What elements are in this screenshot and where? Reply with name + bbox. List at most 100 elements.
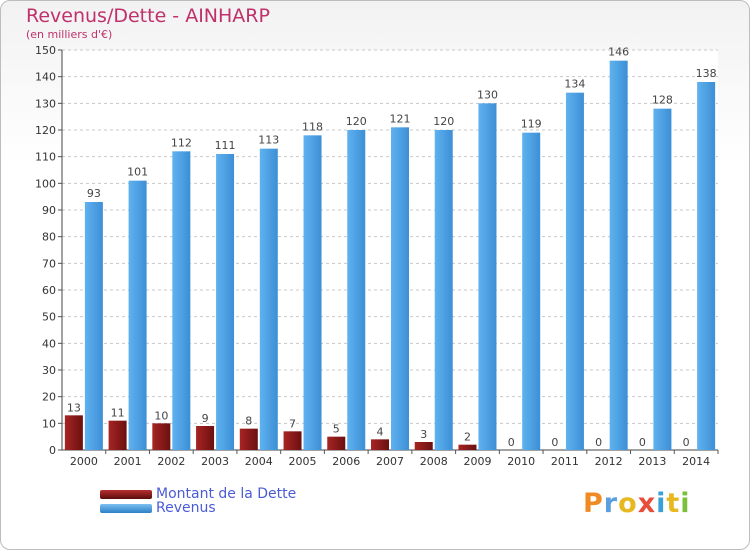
y-tick-label: 100 [35, 177, 56, 190]
data-label-debt: 11 [111, 407, 125, 420]
x-tick-label: 2009 [463, 455, 491, 468]
bar-revenue [478, 103, 497, 450]
bar-revenue [391, 127, 409, 450]
chart-subtitle: (en milliers d'€) [26, 28, 113, 41]
x-tick-label: 2003 [201, 455, 229, 468]
data-label-debt: 3 [420, 428, 427, 441]
legend-label-debt: Montant de la Dette [156, 486, 297, 502]
bar-revenue [347, 130, 366, 450]
x-tick-label: 2008 [420, 455, 448, 468]
bar-debt [196, 426, 215, 450]
data-label-revenue: 120 [433, 115, 454, 128]
bar-debt [458, 444, 477, 450]
bar-debt [152, 423, 171, 450]
data-label-debt: 0 [595, 436, 602, 449]
y-tick-label: 20 [42, 391, 56, 404]
data-label-debt: 10 [154, 409, 168, 422]
y-tick-label: 140 [35, 71, 56, 84]
bar-revenue [697, 82, 716, 450]
data-label-debt: 13 [67, 401, 81, 414]
y-tick-label: 0 [49, 444, 56, 457]
data-label-revenue: 138 [696, 67, 717, 80]
legend-item-revenue: Revenus [100, 500, 216, 516]
y-tick-label: 130 [35, 97, 56, 110]
logo-letter: i [680, 488, 691, 519]
x-tick-label: 2010 [507, 455, 535, 468]
bar-revenue [653, 108, 672, 451]
x-tick-label: 2002 [157, 455, 185, 468]
data-label-revenue: 134 [564, 78, 585, 91]
x-tick-label: 2011 [551, 455, 579, 468]
y-tick-label: 60 [42, 284, 56, 297]
data-label-revenue: 111 [215, 139, 236, 152]
data-label-debt: 4 [377, 425, 384, 438]
chart-title: Revenus/Dette - AINHARP [26, 5, 270, 27]
y-tick-label: 110 [35, 151, 56, 164]
data-label-debt: 8 [245, 415, 252, 428]
logo-letter: t [666, 488, 681, 519]
x-tick-label: 2000 [70, 455, 98, 468]
proxiti-logo: Proxiti [583, 488, 691, 519]
bar-debt [64, 415, 83, 450]
bar-revenue [84, 202, 103, 450]
bar-revenue [565, 92, 584, 451]
data-label-debt: 7 [289, 417, 296, 430]
data-label-revenue: 118 [302, 120, 323, 133]
y-tick-label: 50 [42, 311, 56, 324]
bar-revenue [609, 60, 628, 451]
data-label-debt: 2 [464, 431, 471, 444]
data-label-debt: 0 [639, 436, 646, 449]
y-tick-label: 30 [42, 364, 56, 377]
logo-letter: o [618, 488, 638, 519]
y-tick-label: 10 [42, 417, 56, 430]
data-label-revenue: 130 [477, 88, 498, 101]
bar-debt [108, 420, 127, 450]
bar-debt [371, 439, 389, 450]
data-label-debt: 0 [683, 436, 690, 449]
data-label-debt: 0 [508, 436, 515, 449]
data-label-debt: 0 [551, 436, 558, 449]
data-label-revenue: 128 [652, 94, 673, 107]
bar-debt [283, 431, 302, 450]
x-tick-label: 2013 [638, 455, 666, 468]
data-label-revenue: 119 [521, 118, 542, 131]
y-tick-label: 70 [42, 257, 56, 270]
logo-letter: i [656, 488, 667, 519]
bar-revenue [128, 180, 147, 450]
y-tick-label: 150 [35, 44, 56, 57]
y-tick-label: 120 [35, 124, 56, 137]
data-label-revenue: 113 [258, 134, 279, 147]
data-label-debt: 5 [333, 423, 340, 436]
bar-revenue [259, 148, 278, 450]
y-tick-label: 40 [42, 337, 56, 350]
bar-debt [414, 442, 433, 450]
logo-letter: P [583, 488, 604, 519]
legend-label-revenue: Revenus [156, 500, 216, 516]
bar-debt [327, 436, 346, 450]
x-tick-label: 2012 [595, 455, 623, 468]
x-tick-label: 2014 [682, 455, 710, 468]
legend-item-debt: Montant de la Dette [100, 486, 296, 502]
bar-revenue [522, 132, 541, 450]
bar-debt [239, 428, 258, 450]
bar-revenue [434, 130, 453, 450]
y-tick-label: 90 [42, 204, 56, 217]
legend-swatch-revenue [100, 503, 152, 513]
data-label-revenue: 101 [127, 166, 148, 179]
bar-revenue [172, 151, 191, 451]
x-tick-label: 2004 [245, 455, 273, 468]
bar-revenue [216, 154, 235, 450]
x-tick-label: 2006 [332, 455, 360, 468]
bar-revenue [303, 135, 322, 451]
logo-letter: x [637, 488, 657, 519]
data-label-debt: 9 [202, 412, 209, 425]
x-tick-label: 2005 [289, 455, 317, 468]
data-label-revenue: 146 [608, 46, 629, 59]
data-label-revenue: 112 [171, 136, 192, 149]
y-tick-label: 80 [42, 231, 56, 244]
plot-area [62, 50, 718, 450]
x-tick-label: 2007 [376, 455, 404, 468]
data-label-revenue: 120 [346, 115, 367, 128]
legend-swatch-debt [100, 489, 152, 499]
